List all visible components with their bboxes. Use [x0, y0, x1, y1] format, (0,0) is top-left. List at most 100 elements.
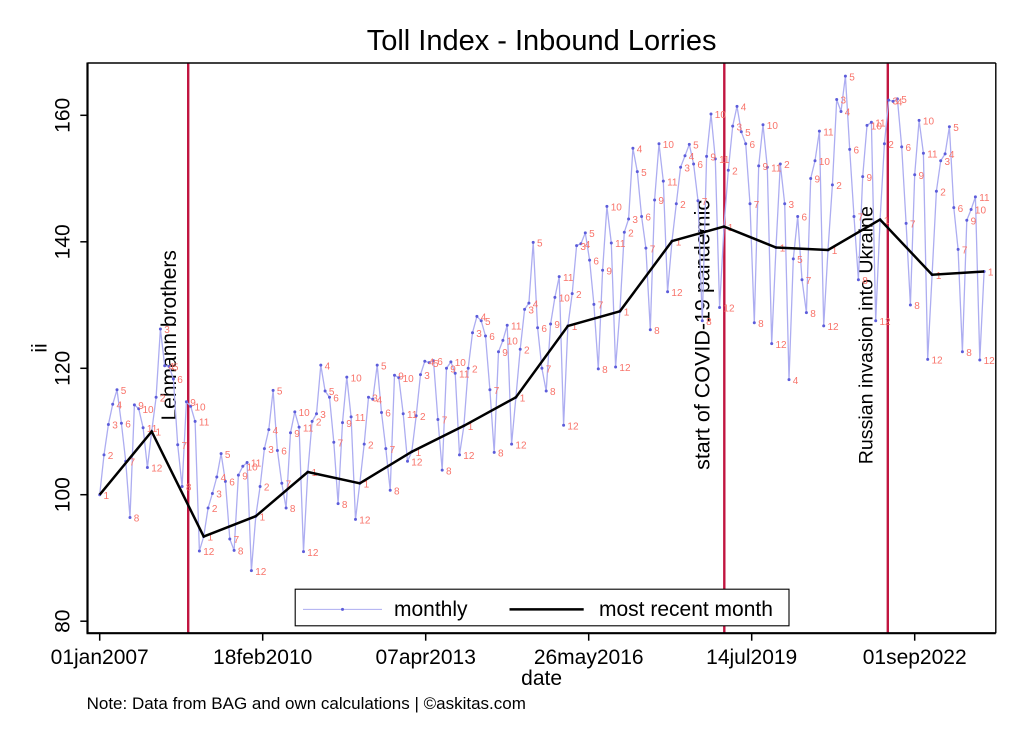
svg-text:9: 9: [815, 175, 821, 186]
svg-text:100: 100: [52, 477, 75, 512]
svg-text:12: 12: [619, 363, 631, 374]
svg-text:11: 11: [719, 155, 730, 166]
svg-text:5: 5: [329, 387, 335, 398]
svg-text:2: 2: [212, 504, 218, 515]
svg-text:7: 7: [910, 220, 916, 231]
svg-text:5: 5: [173, 363, 179, 374]
svg-text:5: 5: [797, 255, 803, 266]
svg-text:7: 7: [390, 445, 396, 456]
svg-text:120: 120: [52, 351, 75, 386]
svg-text:9: 9: [190, 398, 196, 409]
svg-text:10: 10: [559, 294, 571, 305]
svg-text:3: 3: [945, 157, 951, 168]
svg-text:80: 80: [52, 610, 75, 633]
svg-text:3: 3: [476, 329, 482, 340]
svg-text:4: 4: [221, 473, 227, 484]
svg-text:12: 12: [984, 356, 996, 367]
svg-text:11: 11: [667, 177, 678, 188]
svg-text:11: 11: [511, 322, 522, 333]
svg-text:01jan2007: 01jan2007: [51, 646, 149, 669]
svg-text:3: 3: [789, 200, 795, 211]
svg-text:9: 9: [398, 371, 404, 382]
svg-text:4: 4: [585, 240, 591, 251]
svg-text:6: 6: [697, 160, 703, 171]
svg-text:8: 8: [758, 319, 764, 330]
svg-text:3: 3: [684, 163, 690, 174]
svg-text:5: 5: [121, 386, 127, 397]
svg-text:9: 9: [971, 217, 977, 228]
svg-text:10: 10: [299, 408, 311, 419]
svg-text:10: 10: [663, 140, 675, 151]
svg-text:10: 10: [247, 463, 259, 474]
svg-text:7: 7: [702, 197, 708, 208]
svg-text:12: 12: [880, 317, 892, 328]
svg-text:10: 10: [351, 373, 363, 384]
svg-text:1: 1: [832, 246, 838, 257]
svg-text:6: 6: [333, 394, 339, 405]
svg-text:160: 160: [52, 98, 75, 133]
svg-text:11: 11: [147, 424, 158, 435]
svg-text:6: 6: [593, 256, 599, 267]
svg-text:8: 8: [498, 449, 504, 460]
svg-text:1: 1: [104, 491, 110, 502]
svg-text:11: 11: [355, 413, 366, 424]
svg-text:5: 5: [901, 95, 907, 106]
svg-text:6: 6: [645, 213, 651, 224]
svg-text:26may2016: 26may2016: [534, 646, 644, 669]
svg-text:2: 2: [836, 181, 842, 192]
svg-text:1: 1: [624, 308, 630, 319]
svg-text:2: 2: [264, 483, 270, 494]
svg-text:5: 5: [745, 128, 751, 139]
svg-text:3: 3: [320, 410, 326, 421]
svg-text:8: 8: [238, 547, 244, 558]
svg-text:2: 2: [524, 346, 530, 357]
svg-text:12: 12: [359, 516, 371, 527]
svg-text:1: 1: [936, 271, 942, 282]
svg-text:10: 10: [923, 117, 935, 128]
svg-text:1: 1: [416, 448, 422, 459]
svg-text:1: 1: [156, 428, 162, 439]
svg-text:1: 1: [208, 533, 214, 544]
svg-text:7: 7: [494, 386, 500, 397]
svg-text:11: 11: [771, 163, 782, 174]
svg-text:10: 10: [975, 206, 987, 217]
svg-text:12: 12: [255, 567, 267, 578]
svg-text:8: 8: [134, 514, 140, 525]
svg-text:5: 5: [485, 317, 491, 328]
svg-text:4: 4: [273, 426, 279, 437]
svg-text:18feb2010: 18feb2010: [213, 646, 312, 669]
svg-text:7: 7: [962, 246, 968, 257]
svg-text:9: 9: [606, 266, 612, 277]
svg-text:3: 3: [112, 421, 118, 432]
svg-text:7: 7: [598, 301, 604, 312]
svg-text:1: 1: [988, 268, 994, 279]
svg-text:12: 12: [515, 440, 527, 451]
svg-text:1: 1: [260, 512, 266, 523]
svg-text:12: 12: [463, 451, 475, 462]
svg-text:5: 5: [381, 361, 387, 372]
svg-text:11: 11: [199, 418, 210, 429]
svg-text:12: 12: [828, 322, 840, 333]
svg-text:7: 7: [130, 457, 136, 468]
svg-text:12: 12: [203, 547, 215, 558]
svg-text:9: 9: [763, 162, 769, 173]
svg-text:2: 2: [472, 365, 478, 376]
svg-text:12: 12: [411, 457, 423, 468]
svg-text:9: 9: [867, 173, 873, 184]
svg-text:2: 2: [368, 440, 374, 451]
svg-text:8: 8: [550, 387, 556, 398]
svg-text:11: 11: [407, 410, 418, 421]
svg-text:start of COVID-19 pandemic: start of COVID-19 pandemic: [691, 200, 715, 470]
svg-text:6: 6: [906, 143, 912, 154]
svg-text:6: 6: [281, 447, 287, 458]
svg-text:3: 3: [841, 96, 847, 107]
svg-text:12: 12: [932, 356, 944, 367]
svg-text:8: 8: [862, 276, 868, 287]
svg-text:6: 6: [385, 409, 391, 420]
svg-text:6: 6: [125, 420, 131, 431]
svg-text:date: date: [521, 667, 562, 690]
svg-text:6: 6: [854, 146, 860, 157]
svg-text:4: 4: [533, 299, 539, 310]
svg-text:2: 2: [160, 394, 166, 405]
svg-text:2: 2: [420, 412, 426, 423]
